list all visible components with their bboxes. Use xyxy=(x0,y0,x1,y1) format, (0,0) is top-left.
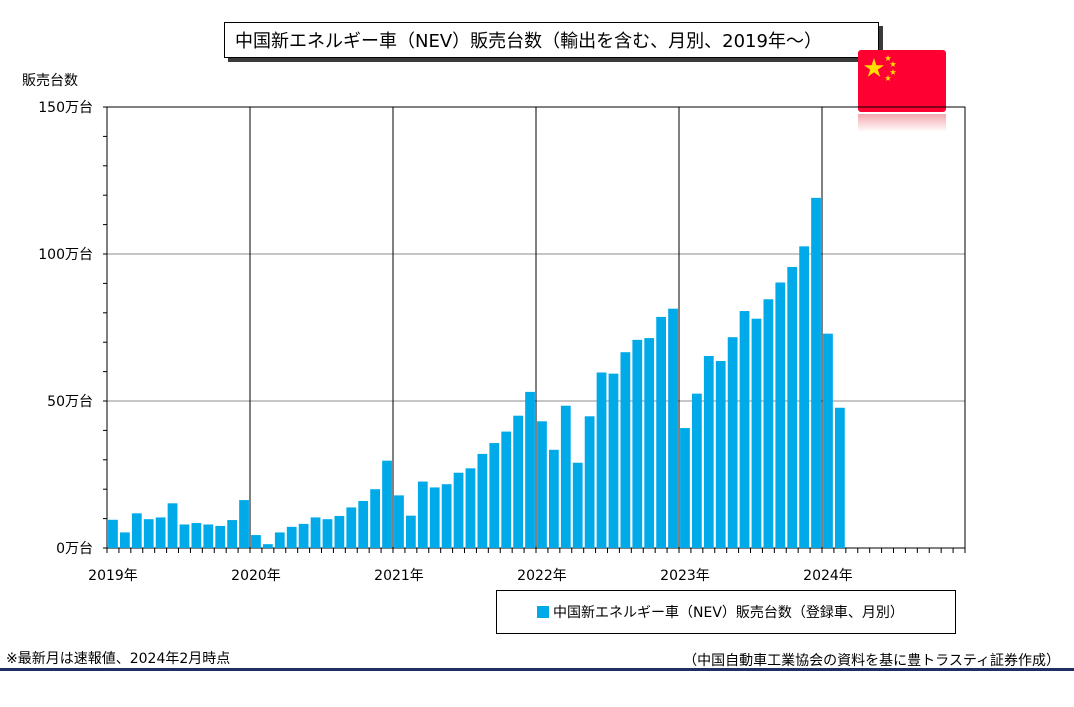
bar xyxy=(322,519,333,548)
x-tick-label: 2022年 xyxy=(517,568,567,584)
bar xyxy=(370,489,381,548)
legend-label: 中国新エネルギー車（NEV）販売台数（登録車、月別） xyxy=(553,605,904,621)
chart-title: 中国新エネルギー車（NEV）販売台数（輸出を含む、月別、2019年～） xyxy=(224,22,879,58)
bar xyxy=(108,519,118,548)
bar xyxy=(537,421,547,548)
bar xyxy=(823,333,833,548)
bar xyxy=(775,282,786,548)
bar xyxy=(501,431,512,548)
flag-small-star xyxy=(884,55,892,61)
bar xyxy=(334,515,345,548)
china-flag-icon xyxy=(858,50,946,112)
bar xyxy=(632,339,643,548)
bar xyxy=(584,416,595,548)
bar xyxy=(465,468,476,548)
flag-reflection xyxy=(858,114,946,132)
bar xyxy=(644,338,655,548)
bar xyxy=(251,535,261,548)
bar xyxy=(453,472,464,548)
source-note: （中国自動車工業協会の資料を基に豊トラスティ証券作成） xyxy=(683,653,1060,669)
bar xyxy=(513,415,524,548)
bar xyxy=(298,523,309,548)
bar xyxy=(751,318,762,548)
flag-small-star xyxy=(884,75,892,81)
bar xyxy=(227,520,238,548)
y-tick-label: 100万台 xyxy=(38,247,93,263)
bar xyxy=(215,525,226,548)
legend: 中国新エネルギー車（NEV）販売台数（登録車、月別） xyxy=(496,590,956,634)
x-tick-label: 2020年 xyxy=(231,568,281,584)
bar xyxy=(608,373,619,548)
bottom-rule xyxy=(0,668,1074,671)
x-tick-label: 2023年 xyxy=(660,568,710,584)
footnote-left: ※最新月は速報値、2024年2月時点 xyxy=(6,651,231,667)
y-tick-label: 50万台 xyxy=(47,394,93,410)
bar xyxy=(179,524,190,548)
bar xyxy=(191,523,202,548)
bar xyxy=(691,393,702,548)
y-axis-label: 販売台数 xyxy=(22,73,78,89)
x-tick-label: 2024年 xyxy=(803,568,853,584)
flag-small-star xyxy=(889,61,897,67)
bar xyxy=(715,361,726,548)
bar xyxy=(286,526,297,548)
bar xyxy=(346,507,357,548)
flag-large-star xyxy=(864,58,884,77)
bar xyxy=(572,462,583,548)
bar xyxy=(441,484,452,548)
bar xyxy=(834,407,845,548)
bar xyxy=(680,428,690,548)
legend-swatch xyxy=(537,606,549,618)
bar xyxy=(382,460,392,548)
bar xyxy=(727,337,738,548)
bar xyxy=(203,524,214,548)
bar xyxy=(477,453,488,548)
bar xyxy=(787,266,798,548)
bar xyxy=(405,515,416,548)
bar xyxy=(167,503,178,548)
bar xyxy=(119,532,130,548)
bar xyxy=(668,308,678,548)
flag-small-star xyxy=(889,69,897,75)
bar xyxy=(703,356,714,548)
bar xyxy=(525,391,535,548)
bar xyxy=(155,517,166,548)
bar xyxy=(811,197,821,548)
bar xyxy=(739,311,750,548)
bar xyxy=(358,500,369,548)
bar xyxy=(131,513,142,548)
bar xyxy=(763,299,774,548)
bar xyxy=(310,517,321,548)
bar xyxy=(560,405,571,548)
bar xyxy=(489,443,500,548)
bar xyxy=(239,500,249,548)
bar xyxy=(596,372,607,548)
bar xyxy=(394,495,404,548)
y-tick-label: 0万台 xyxy=(56,541,93,557)
bar xyxy=(429,487,440,548)
bar xyxy=(274,532,285,548)
bar xyxy=(620,352,631,548)
bar xyxy=(417,481,428,548)
bar xyxy=(656,316,667,548)
bar xyxy=(799,246,810,548)
bar xyxy=(262,544,273,548)
x-tick-label: 2019年 xyxy=(88,568,138,584)
y-tick-label: 150万台 xyxy=(38,100,93,116)
x-tick-label: 2021年 xyxy=(374,568,424,584)
bar xyxy=(548,449,559,548)
bar xyxy=(143,519,154,548)
